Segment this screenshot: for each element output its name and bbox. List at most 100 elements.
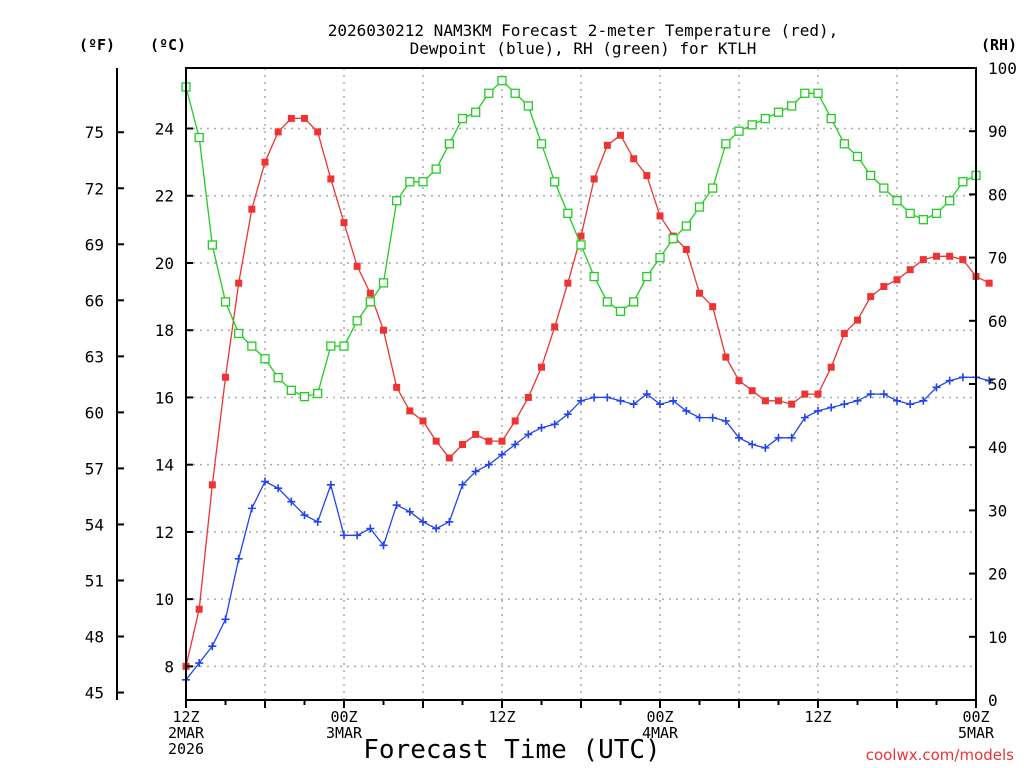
temperature-point — [814, 390, 822, 398]
rh-point — [958, 177, 968, 187]
rh-point — [905, 208, 915, 219]
temperature-point — [222, 373, 229, 381]
dewpoint-point — [695, 413, 704, 422]
temperature-point — [656, 212, 664, 220]
temperature-point — [696, 289, 703, 297]
rh-point — [234, 328, 244, 339]
dewpoint-point — [195, 659, 204, 668]
fahrenheit-tick-label: 66 — [85, 291, 104, 310]
fahrenheit-tick-label: 63 — [85, 347, 104, 366]
fahrenheit-tick-label: 69 — [85, 235, 104, 254]
x-tick-label: 12Z — [172, 708, 199, 726]
rh-point — [576, 240, 586, 250]
dewpoint-point — [432, 524, 441, 533]
dewpoint-point — [629, 400, 638, 409]
x-tick-label: 3MAR — [326, 724, 363, 742]
rh-point — [550, 177, 560, 187]
temperature-point — [287, 114, 295, 122]
fahrenheit-tick-label: 75 — [85, 123, 104, 142]
dewpoint-point — [471, 467, 480, 476]
temperature-point — [538, 363, 545, 371]
rh-point — [918, 215, 928, 225]
dewpoint-point — [511, 440, 520, 449]
dewpoint-point — [721, 416, 730, 425]
rh-point — [931, 208, 942, 219]
dewpoint-series — [182, 373, 994, 684]
temperature-point — [393, 383, 401, 391]
temperature-point — [933, 252, 940, 260]
fahrenheit-tick-label: 57 — [85, 459, 104, 478]
dewpoint-point — [985, 376, 994, 385]
temperature-point — [919, 256, 927, 264]
dewpoint-point — [866, 390, 875, 399]
temperature-point — [630, 155, 638, 163]
temperature-point — [327, 175, 335, 183]
temperature-point — [880, 283, 888, 291]
dewpoint-point — [484, 460, 493, 469]
dewpoint-point — [405, 507, 414, 516]
dewpoint-line — [185, 376, 990, 681]
dewpoint-point — [274, 484, 283, 493]
fahrenheit-tick-label: 72 — [85, 179, 104, 198]
dewpoint-point — [379, 541, 388, 550]
rh-point — [286, 385, 296, 395]
fahrenheit-tick-label: 60 — [85, 403, 104, 422]
x-tick-label: 00Z — [646, 708, 673, 726]
dewpoint-point — [550, 420, 559, 429]
temperature-point — [985, 279, 993, 287]
grid-lines — [186, 68, 976, 700]
dewpoint-point — [326, 480, 335, 489]
rh-tick-label: 100 — [988, 59, 1017, 78]
rh-point — [339, 341, 349, 351]
rh-point — [892, 196, 902, 206]
dewpoint-point — [774, 433, 783, 442]
rh-point — [194, 132, 204, 143]
rh-point — [681, 221, 691, 231]
rh-point — [615, 306, 626, 316]
fahrenheit-tick-label: 45 — [85, 684, 104, 703]
temperature-point — [840, 330, 848, 338]
temperature-series — [182, 114, 993, 670]
rh-point — [444, 139, 454, 149]
celsius-tick-label: 18 — [155, 321, 174, 340]
dewpoint-point — [787, 433, 796, 442]
dewpoint-point — [761, 443, 770, 452]
x-tick-label: 2MAR — [168, 724, 205, 742]
rh-point — [563, 208, 573, 219]
fahrenheit-tick-label: 51 — [85, 571, 104, 590]
x-tick-label: 4MAR — [642, 724, 679, 742]
dewpoint-point — [735, 433, 743, 442]
celsius-tick-label: 12 — [155, 523, 174, 542]
rh-point — [326, 341, 336, 351]
dewpoint-point — [458, 480, 467, 489]
dewpoint-point — [708, 413, 717, 422]
x-tick-label: 2026 — [168, 740, 204, 758]
rh-point — [787, 101, 797, 111]
rh-tick-label: 0 — [988, 691, 998, 710]
x-tick-label: 00Z — [330, 708, 357, 726]
credit-label: coolwx.com/models — [866, 746, 1014, 764]
temperature-point — [445, 454, 453, 462]
rh-point — [721, 139, 731, 149]
dewpoint-point — [682, 406, 691, 415]
chart-title-line1: 2026030212 NAM3KM Forecast 2-meter Tempe… — [328, 21, 839, 40]
dewpoint-point — [840, 400, 849, 409]
temperature-point — [827, 363, 835, 371]
dewpoint-point — [958, 373, 967, 382]
temperature-point — [524, 393, 532, 401]
dewpoint-point — [748, 440, 757, 449]
rh-point — [207, 240, 217, 250]
dewpoint-point — [906, 400, 915, 409]
temperature-point — [748, 387, 756, 395]
dewpoint-point — [656, 400, 664, 409]
temperature-point — [353, 262, 361, 270]
dewpoint-point — [221, 615, 230, 624]
rh-tick-label: 50 — [988, 375, 1007, 394]
temperature-point — [195, 605, 203, 613]
celsius-tick-label: 22 — [155, 187, 174, 206]
dewpoint-point — [287, 497, 296, 506]
rh-point — [497, 75, 507, 86]
dewpoint-point — [932, 383, 941, 392]
dewpoint-point — [590, 393, 599, 402]
dewpoint-point — [827, 403, 836, 412]
